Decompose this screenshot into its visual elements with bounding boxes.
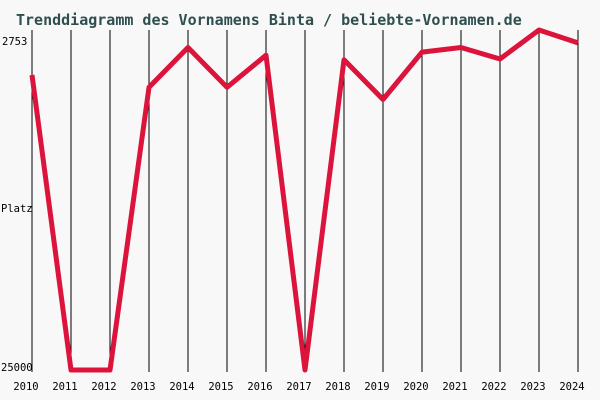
x-tick-label-2017: 2017 — [286, 381, 311, 393]
x-tick-label-2010: 2010 — [13, 381, 38, 393]
x-tick-label-2014: 2014 — [169, 381, 194, 393]
x-tick-label-2023: 2023 — [520, 381, 545, 393]
x-tick-label-2019: 2019 — [364, 381, 389, 393]
x-tick-label-2022: 2022 — [481, 381, 506, 393]
x-tick-label-2021: 2021 — [442, 381, 467, 393]
trend-line-series-binta — [29, 27, 579, 373]
x-axis-tick-labels: 2010 2011 2012 2013 2014 2015 2016 2017 2018 2019… — [13, 381, 584, 393]
x-tick-label-2013: 2013 — [130, 381, 155, 393]
x-tick-label-2024: 2024 — [559, 381, 584, 393]
x-tick-label-2011: 2011 — [52, 381, 77, 393]
x-tick-label-2018: 2018 — [325, 381, 350, 393]
x-tick-label-2016: 2016 — [247, 381, 272, 393]
y-axis-top-tick-label: 2753 — [2, 36, 27, 48]
chart-title: Trenddiagramm des Vornamens Binta / beli… — [16, 11, 522, 29]
x-tick-label-2012: 2012 — [91, 381, 116, 393]
y-axis-bottom-tick-label: 25000 — [1, 362, 33, 374]
gridlines — [31, 30, 579, 372]
x-tick-label-2020: 2020 — [403, 381, 428, 393]
y-axis-title: Platz — [1, 203, 33, 215]
x-tick-label-2015: 2015 — [208, 381, 233, 393]
